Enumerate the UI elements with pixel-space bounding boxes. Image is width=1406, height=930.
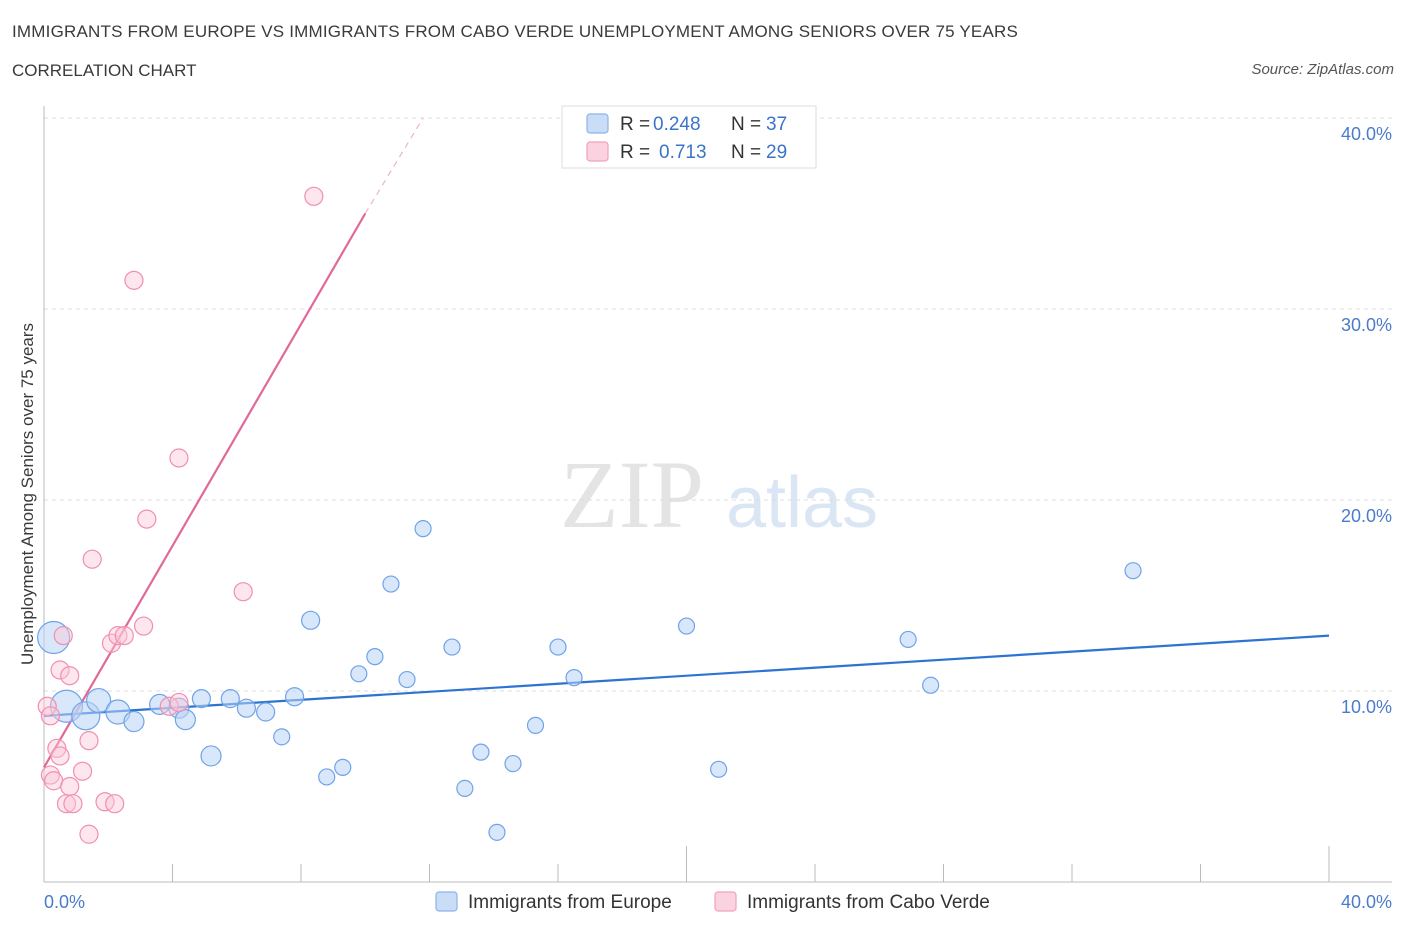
point-cabo-verde-22 bbox=[133, 616, 154, 636]
y-tick-label-30: 30.0% bbox=[1341, 315, 1392, 335]
legend-r-label-europe: R = bbox=[620, 114, 650, 135]
watermark-zip: ZIP bbox=[560, 441, 704, 548]
point-europe-9 bbox=[191, 689, 212, 709]
trend-line-cabo-verde-extension bbox=[364, 117, 424, 214]
correlation-legend: R = 0.248 N = 37 R = 0.713 N = 29 bbox=[561, 105, 817, 169]
series-legend: Immigrants from Europe Immigrants from C… bbox=[435, 891, 990, 913]
point-europe-22 bbox=[398, 670, 416, 689]
point-cabo-verde-11 bbox=[63, 794, 83, 814]
point-europe-21 bbox=[382, 575, 400, 593]
point-europe-3 bbox=[86, 687, 112, 714]
legend-r-value-europe: 0.248 bbox=[653, 114, 701, 135]
grid-lines bbox=[44, 117, 1392, 692]
point-cabo-verde-12 bbox=[72, 761, 93, 781]
point-europe-5 bbox=[123, 710, 145, 733]
point-cabo-verde-25 bbox=[169, 692, 189, 713]
point-europe-28 bbox=[504, 754, 522, 773]
point-europe-23 bbox=[414, 520, 432, 538]
point-cabo-verde-15 bbox=[82, 549, 102, 569]
point-europe-25 bbox=[456, 779, 474, 798]
y-axis-label: Unemployment Among Seniors over 75 years bbox=[18, 323, 37, 665]
point-europe-18 bbox=[334, 758, 352, 777]
trend-lines bbox=[43, 117, 1330, 768]
point-europe-27 bbox=[488, 823, 506, 841]
bottom-legend-label-cabo-verde: Immigrants from Cabo Verde bbox=[747, 892, 990, 913]
legend-swatch-cabo-verde bbox=[586, 141, 609, 162]
y-tick-label-20: 20.0% bbox=[1341, 506, 1392, 526]
legend-n-label-cabo-verde: N = bbox=[731, 142, 761, 163]
point-europe-31 bbox=[565, 669, 583, 687]
point-europe-19 bbox=[350, 665, 368, 683]
legend-n-value-cabo-verde: 29 bbox=[766, 142, 787, 163]
point-europe-14 bbox=[273, 728, 291, 746]
legend-r-value-cabo-verde: 0.713 bbox=[659, 142, 707, 163]
x-tick-label-end: 40.0% bbox=[1341, 892, 1392, 912]
trend-line-cabo-verde bbox=[43, 212, 367, 768]
source-label: Source: ZipAtlas.com bbox=[1251, 61, 1394, 78]
trend-line-europe bbox=[43, 634, 1330, 717]
point-europe-30 bbox=[549, 638, 567, 656]
point-europe-24 bbox=[443, 638, 461, 656]
point-europe-10 bbox=[200, 745, 222, 767]
point-cabo-verde-24 bbox=[159, 696, 179, 716]
point-europe-33 bbox=[710, 760, 728, 778]
point-europe-36 bbox=[1124, 562, 1142, 580]
point-cabo-verde-18 bbox=[105, 794, 125, 814]
legend-n-value-europe: 37 bbox=[766, 114, 787, 135]
point-cabo-verde-19 bbox=[108, 626, 128, 646]
point-cabo-verde-26 bbox=[169, 448, 189, 468]
point-cabo-verde-9 bbox=[60, 776, 80, 797]
point-europe-26 bbox=[472, 743, 490, 761]
y-tick-labels: 10.0% 20.0% 30.0% 40.0% bbox=[1341, 124, 1392, 717]
data-points bbox=[37, 186, 1142, 844]
point-cabo-verde-16 bbox=[95, 792, 115, 812]
point-cabo-verde-23 bbox=[137, 509, 157, 529]
point-europe-0 bbox=[37, 620, 71, 655]
point-europe-8 bbox=[174, 709, 196, 731]
point-europe-34 bbox=[899, 630, 917, 649]
point-cabo-verde-7 bbox=[53, 626, 73, 646]
point-cabo-verde-10 bbox=[60, 666, 80, 686]
bottom-legend-swatch-europe bbox=[435, 891, 458, 912]
bottom-legend-swatch-cabo-verde bbox=[714, 891, 737, 912]
point-europe-20 bbox=[366, 648, 384, 666]
point-cabo-verde-5 bbox=[50, 746, 70, 766]
point-europe-17 bbox=[318, 768, 336, 786]
point-cabo-verde-1 bbox=[40, 706, 61, 726]
legend-r-label-cabo-verde: R = bbox=[620, 142, 650, 163]
y-tick-label-40: 40.0% bbox=[1341, 124, 1392, 144]
watermark-atlas: atlas bbox=[726, 463, 878, 543]
point-europe-13 bbox=[256, 702, 276, 722]
point-europe-32 bbox=[677, 617, 696, 635]
point-cabo-verde-14 bbox=[79, 731, 99, 751]
point-cabo-verde-21 bbox=[124, 270, 144, 290]
point-europe-12 bbox=[236, 698, 256, 718]
point-cabo-verde-6 bbox=[50, 660, 70, 680]
point-cabo-verde-20 bbox=[114, 626, 134, 646]
legend-n-label-europe: N = bbox=[731, 114, 761, 135]
point-europe-29 bbox=[526, 716, 545, 734]
y-tick-label-10: 10.0% bbox=[1341, 697, 1392, 717]
axes bbox=[43, 106, 1392, 883]
point-cabo-verde-3 bbox=[44, 771, 64, 791]
bottom-legend-label-europe: Immigrants from Europe bbox=[468, 892, 672, 913]
point-cabo-verde-13 bbox=[79, 824, 99, 844]
point-europe-11 bbox=[220, 689, 240, 709]
point-europe-15 bbox=[284, 687, 305, 707]
chart-title: IMMIGRANTS FROM EUROPE VS IMMIGRANTS FRO… bbox=[12, 22, 1019, 41]
x-tick-labels: 0.0% 40.0% bbox=[44, 892, 1392, 912]
x-tick-label-start: 0.0% bbox=[44, 892, 85, 912]
point-europe-35 bbox=[922, 676, 940, 694]
point-cabo-verde-28 bbox=[304, 186, 324, 206]
point-europe-16 bbox=[301, 610, 321, 630]
point-cabo-verde-27 bbox=[233, 582, 253, 602]
legend-swatch-europe bbox=[586, 113, 609, 134]
point-cabo-verde-2 bbox=[40, 765, 61, 785]
chart-subtitle: CORRELATION CHART bbox=[12, 61, 197, 80]
